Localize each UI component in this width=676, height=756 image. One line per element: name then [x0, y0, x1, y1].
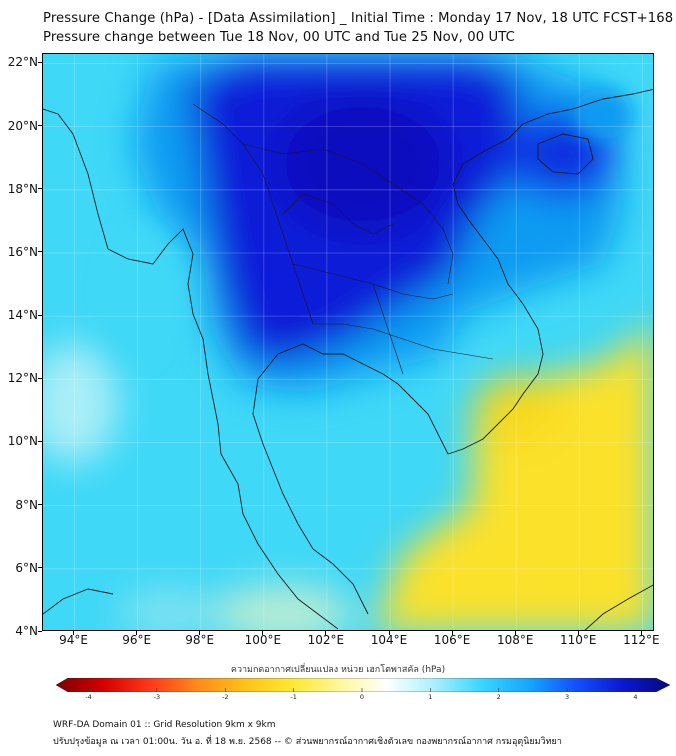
lat-tick-label: 16°N [7, 244, 38, 259]
lat-tick-label: 20°N [7, 118, 38, 133]
lon-tick [451, 631, 453, 635]
lon-tick [388, 631, 390, 635]
chart-subtitle: Pressure change between Tue 18 Nov, 00 U… [43, 30, 515, 45]
colorbar-tick-label: 1 [428, 693, 433, 701]
footer-credit: ปรับปรุงข้อมูล ณ เวลา 01:00น. วัน อ. ที่… [53, 737, 562, 747]
lon-tick-label: 96°E [122, 633, 152, 647]
field-shading [43, 54, 653, 630]
lon-tick-label: 110°E [560, 633, 597, 647]
colorbar-tick-label: 3 [565, 693, 570, 701]
lat-tick [38, 125, 42, 127]
lon-tick-label: 106°E [433, 633, 471, 647]
lon-tick-label: 100°E [244, 633, 282, 647]
lat-tick-label: 6°N [15, 560, 38, 575]
colorbar-tick-label: 4 [633, 693, 638, 701]
lon-tick-label: 108°E [496, 633, 534, 647]
colorbar-tick-label: -2 [222, 693, 229, 701]
lon-tick-label: 102°E [307, 633, 345, 647]
lon-tick-label: 98°E [185, 633, 215, 647]
lon-tick [199, 631, 201, 635]
lon-tick [136, 631, 138, 635]
lat-tick [38, 314, 42, 316]
lon-tick [640, 631, 642, 635]
colorbar-tick-label: 0 [359, 693, 365, 701]
lat-tick [38, 504, 42, 506]
lat-tick [38, 251, 42, 253]
lat-tick [38, 630, 42, 632]
footer-resolution: WRF-DA Domain 01 :: Grid Resolution 9km … [53, 720, 276, 730]
lon-tick [514, 631, 516, 635]
colorbar-tick-label: -4 [85, 693, 92, 701]
lon-tick [262, 631, 264, 635]
map-panel[interactable] [42, 53, 654, 631]
coastlines [43, 88, 653, 630]
lat-tick [38, 567, 42, 569]
lat-tick [38, 440, 42, 442]
colorbar [56, 678, 670, 692]
graticule [43, 54, 653, 630]
lat-tick-label: 12°N [7, 371, 38, 386]
lat-tick [38, 188, 42, 190]
lat-tick-label: 14°N [7, 308, 38, 323]
lat-tick-label: 4°N [15, 624, 38, 638]
lon-tick-label: 104°E [370, 633, 408, 647]
colorbar-label: ความกดอากาศเปลี่ยนแปลง หน่วย เฮกโตพาสคัล… [230, 665, 446, 675]
lon-tick [577, 631, 579, 635]
colorbar-tick-label: -1 [290, 693, 297, 701]
lon-tick [73, 631, 75, 635]
lat-tick-label: 10°N [7, 434, 38, 449]
lon-tick-label: 94°E [59, 633, 88, 647]
field-detail [103, 89, 633, 364]
lon-tick [325, 631, 327, 635]
lat-tick-label: 18°N [7, 181, 38, 196]
chart-title: Pressure Change (hPa) - [Data Assimilati… [43, 11, 674, 26]
borders [192, 103, 494, 375]
lon-tick-label: 112°E [623, 633, 660, 647]
lat-tick [38, 61, 42, 63]
pressure-field-map [43, 54, 653, 630]
lat-tick-label: 22°N [7, 55, 38, 70]
colorbar-tick-label: -3 [153, 693, 161, 701]
colorbar-tick-label: 2 [496, 693, 501, 701]
lat-tick-label: 8°N [15, 497, 38, 512]
lat-tick [38, 377, 42, 379]
